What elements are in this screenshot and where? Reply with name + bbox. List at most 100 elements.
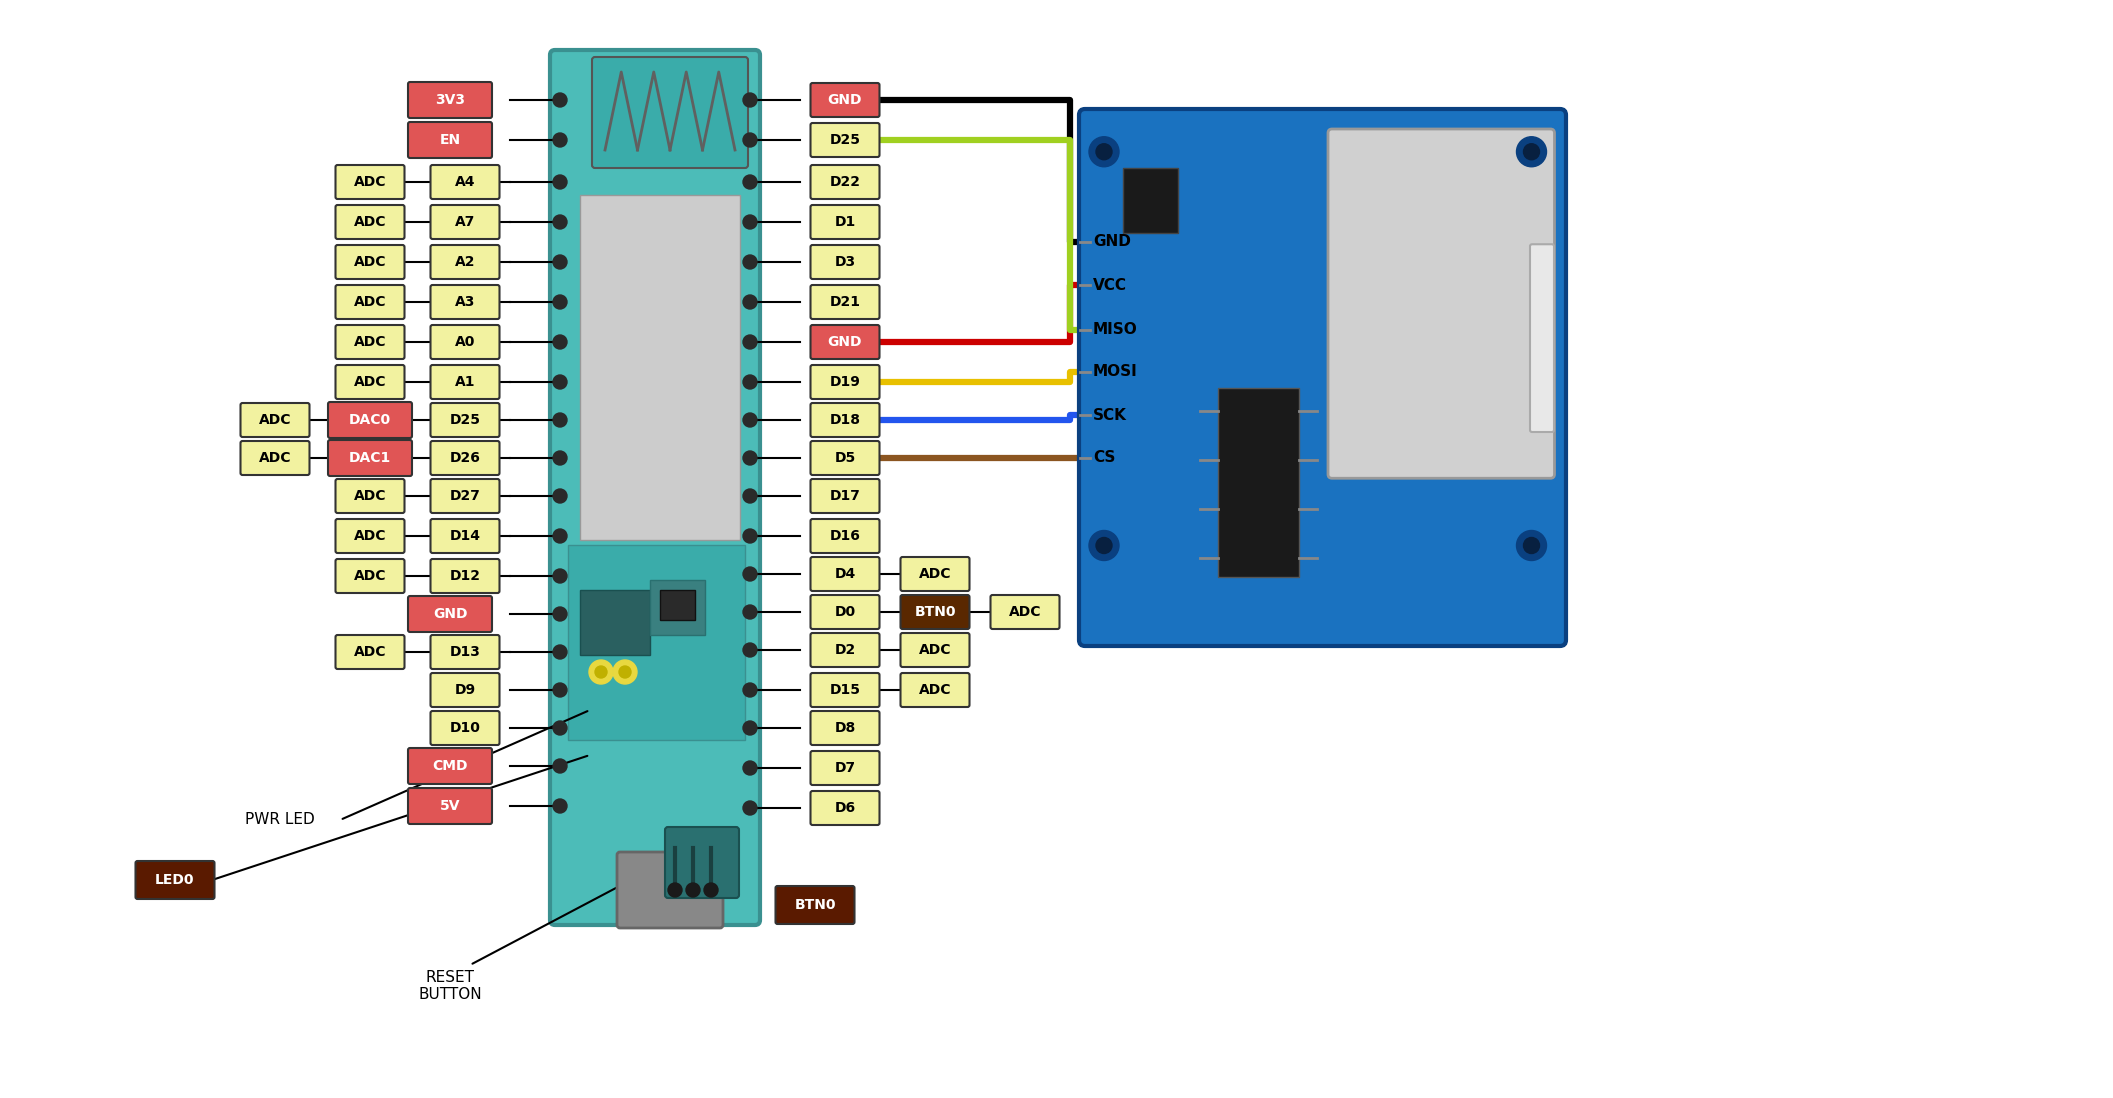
FancyBboxPatch shape: [336, 245, 404, 279]
FancyBboxPatch shape: [811, 595, 879, 629]
Text: D25: D25: [450, 413, 480, 427]
Text: D10: D10: [450, 721, 480, 735]
FancyBboxPatch shape: [431, 519, 499, 553]
FancyBboxPatch shape: [431, 365, 499, 399]
FancyBboxPatch shape: [1530, 244, 1553, 432]
FancyBboxPatch shape: [431, 165, 499, 199]
Circle shape: [613, 660, 636, 684]
Text: ADC: ADC: [353, 255, 387, 269]
FancyBboxPatch shape: [1122, 168, 1179, 233]
FancyBboxPatch shape: [900, 634, 970, 666]
Text: ADC: ADC: [353, 215, 387, 229]
Text: A2: A2: [454, 255, 475, 269]
Circle shape: [744, 255, 756, 269]
FancyBboxPatch shape: [431, 712, 499, 746]
Text: D9: D9: [454, 683, 475, 697]
Circle shape: [554, 133, 566, 147]
Circle shape: [687, 883, 699, 897]
FancyBboxPatch shape: [659, 590, 695, 620]
FancyBboxPatch shape: [431, 403, 499, 437]
Circle shape: [554, 569, 566, 583]
Text: D5: D5: [835, 451, 856, 464]
Circle shape: [554, 721, 566, 735]
Text: D4: D4: [835, 567, 856, 581]
Circle shape: [590, 660, 613, 684]
Text: ADC: ADC: [353, 489, 387, 503]
FancyBboxPatch shape: [336, 325, 404, 359]
FancyBboxPatch shape: [431, 285, 499, 320]
FancyBboxPatch shape: [811, 751, 879, 785]
Circle shape: [554, 175, 566, 189]
Circle shape: [554, 451, 566, 464]
Text: D0: D0: [835, 605, 856, 619]
Circle shape: [554, 607, 566, 621]
Text: ADC: ADC: [258, 413, 292, 427]
Text: ADC: ADC: [353, 295, 387, 309]
Text: D26: D26: [450, 451, 480, 464]
Text: A3: A3: [454, 295, 475, 309]
FancyBboxPatch shape: [1217, 388, 1299, 578]
Circle shape: [744, 376, 756, 389]
FancyBboxPatch shape: [811, 83, 879, 117]
FancyBboxPatch shape: [617, 852, 723, 928]
Text: 3V3: 3V3: [435, 93, 465, 107]
Circle shape: [554, 529, 566, 544]
Text: D1: D1: [835, 215, 856, 229]
Circle shape: [619, 666, 632, 677]
Text: D18: D18: [830, 413, 860, 427]
Text: D7: D7: [835, 761, 856, 775]
FancyBboxPatch shape: [651, 580, 706, 635]
FancyBboxPatch shape: [431, 635, 499, 669]
Text: D3: D3: [835, 255, 856, 269]
Text: RESET
BUTTON: RESET BUTTON: [418, 970, 482, 1002]
Circle shape: [554, 759, 566, 773]
Text: ADC: ADC: [258, 451, 292, 464]
Text: D22: D22: [830, 175, 860, 189]
FancyBboxPatch shape: [431, 441, 499, 475]
FancyBboxPatch shape: [241, 441, 308, 475]
FancyBboxPatch shape: [811, 791, 879, 825]
Circle shape: [554, 413, 566, 427]
Text: D25: D25: [830, 133, 860, 147]
Circle shape: [1097, 144, 1111, 159]
FancyBboxPatch shape: [431, 673, 499, 707]
FancyBboxPatch shape: [811, 285, 879, 320]
Text: BTN0: BTN0: [794, 898, 837, 912]
FancyBboxPatch shape: [336, 165, 404, 199]
FancyBboxPatch shape: [811, 123, 879, 157]
FancyBboxPatch shape: [408, 122, 492, 158]
Circle shape: [744, 643, 756, 657]
FancyBboxPatch shape: [336, 559, 404, 593]
Text: CS: CS: [1092, 450, 1116, 466]
Text: SCK: SCK: [1092, 407, 1126, 423]
FancyBboxPatch shape: [811, 403, 879, 437]
Text: PWR LED: PWR LED: [245, 813, 315, 828]
Circle shape: [744, 335, 756, 349]
FancyBboxPatch shape: [328, 402, 412, 438]
FancyBboxPatch shape: [336, 285, 404, 320]
Text: ADC: ADC: [919, 567, 951, 581]
Text: D2: D2: [835, 643, 856, 657]
Circle shape: [744, 683, 756, 697]
Text: D8: D8: [835, 721, 856, 735]
FancyBboxPatch shape: [408, 596, 492, 632]
Text: 5V: 5V: [440, 799, 461, 813]
Text: GND: GND: [1092, 235, 1130, 249]
Text: CMD: CMD: [433, 759, 467, 773]
Text: D12: D12: [450, 569, 480, 583]
Circle shape: [554, 255, 566, 269]
Text: DAC1: DAC1: [349, 451, 391, 464]
Circle shape: [668, 883, 682, 897]
Circle shape: [554, 295, 566, 309]
FancyBboxPatch shape: [592, 57, 748, 168]
Circle shape: [744, 802, 756, 815]
FancyBboxPatch shape: [811, 325, 879, 359]
FancyBboxPatch shape: [811, 557, 879, 591]
Circle shape: [554, 489, 566, 503]
FancyBboxPatch shape: [408, 748, 492, 784]
FancyBboxPatch shape: [336, 479, 404, 513]
Circle shape: [744, 133, 756, 147]
Text: A0: A0: [454, 335, 475, 349]
Circle shape: [554, 215, 566, 229]
FancyBboxPatch shape: [336, 365, 404, 399]
